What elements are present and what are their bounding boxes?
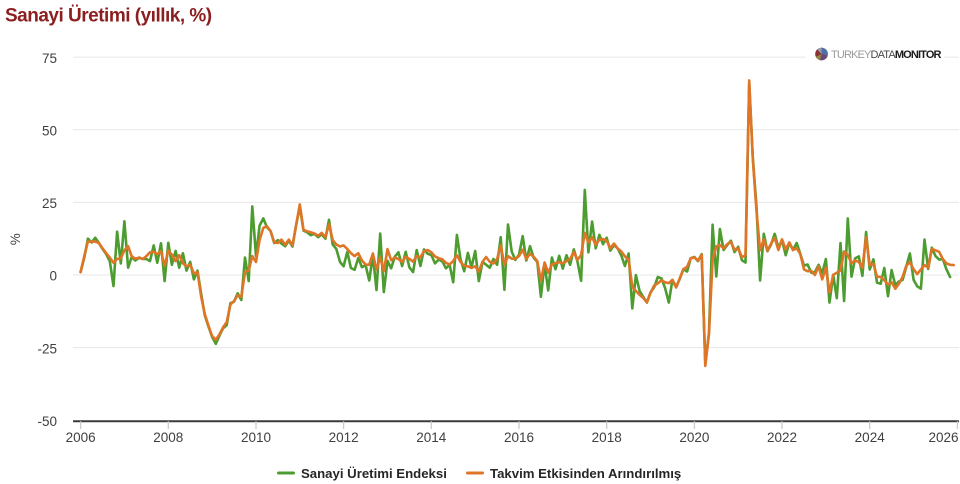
svg-text:2016: 2016 (504, 430, 534, 445)
svg-text:2022: 2022 (767, 430, 797, 445)
svg-text:%: % (8, 233, 23, 245)
svg-text:2012: 2012 (329, 430, 359, 445)
svg-text:TURKEYDATAMONITOR: TURKEYDATAMONITOR (831, 49, 942, 61)
svg-text:2006: 2006 (66, 430, 96, 445)
svg-text:2018: 2018 (592, 430, 622, 445)
svg-text:25: 25 (42, 196, 57, 211)
svg-text:-50: -50 (37, 414, 57, 429)
svg-text:-25: -25 (37, 341, 57, 356)
svg-text:Sanayi Üretimi Endeksi: Sanayi Üretimi Endeksi (301, 466, 447, 481)
svg-text:75: 75 (42, 51, 57, 66)
svg-text:2014: 2014 (416, 430, 447, 445)
svg-text:2026: 2026 (928, 430, 958, 445)
svg-text:50: 50 (42, 124, 57, 139)
svg-text:2020: 2020 (679, 430, 709, 445)
svg-text:Sanayi Üretimi (yıllık, %): Sanayi Üretimi (yıllık, %) (5, 6, 212, 27)
svg-text:2024: 2024 (855, 430, 886, 445)
svg-text:2010: 2010 (241, 430, 271, 445)
svg-text:0: 0 (49, 269, 57, 284)
svg-text:Takvim Etkisinden Arındırılmış: Takvim Etkisinden Arındırılmış (490, 466, 681, 481)
svg-text:2008: 2008 (153, 430, 183, 445)
